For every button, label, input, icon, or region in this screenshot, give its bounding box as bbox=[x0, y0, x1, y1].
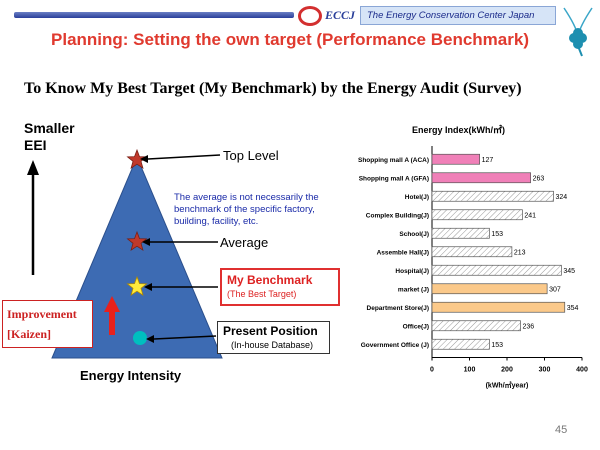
present-position-label: Present Position bbox=[223, 324, 318, 338]
up-arrow-head-icon bbox=[27, 160, 39, 175]
bar bbox=[431, 246, 513, 258]
value-label: 153 bbox=[491, 342, 503, 349]
slide-subtitle: To Know My Best Target (My Benchmark) by… bbox=[24, 80, 522, 97]
bar bbox=[431, 283, 548, 295]
x-tick-label: 0 bbox=[430, 367, 434, 374]
x-tick-label: 300 bbox=[539, 367, 551, 374]
value-label: 307 bbox=[549, 286, 561, 293]
pointer-arrow-present-icon bbox=[146, 335, 154, 343]
improvement-arrow-shaft bbox=[109, 310, 115, 335]
category-label: Hospital(J) bbox=[395, 268, 429, 275]
x-tick-label: 100 bbox=[464, 367, 476, 374]
my-benchmark-label: My Benchmark bbox=[227, 273, 313, 287]
x-tick-label: 400 bbox=[576, 367, 588, 374]
bar bbox=[431, 153, 480, 165]
improvement-label: Improvement bbox=[7, 307, 77, 321]
bar bbox=[431, 227, 490, 239]
pointer-arrow-average-icon bbox=[142, 238, 150, 246]
x-axis-label: (kWh/㎡year) bbox=[486, 381, 529, 390]
bar bbox=[431, 301, 566, 313]
org-name: The Energy Conservation Center Japan bbox=[360, 6, 556, 25]
y-axis-label: Smaller EEI bbox=[24, 120, 75, 153]
kaizen-label: [Kaizen] bbox=[7, 327, 51, 341]
improvement-box: Improvement [Kaizen] bbox=[2, 300, 93, 348]
category-label: Shopping mall A (GFA) bbox=[359, 175, 429, 182]
logo-text: ECCJ bbox=[325, 8, 356, 22]
value-label: 153 bbox=[491, 231, 503, 238]
category-label: Complex Building(J) bbox=[366, 212, 429, 219]
value-label: 127 bbox=[482, 157, 494, 164]
value-label: 324 bbox=[556, 194, 568, 201]
bar bbox=[431, 172, 531, 184]
top-level-star-icon bbox=[126, 148, 148, 170]
category-label: market (J) bbox=[398, 286, 429, 293]
top-level-label: Top Level bbox=[223, 148, 279, 163]
inhouse-db-label: (In-house Database) bbox=[231, 340, 314, 350]
average-note: The average is not necessarily the bench… bbox=[174, 192, 319, 227]
present-position-box: Present Position (In-house Database) bbox=[217, 321, 330, 354]
chart-title: Energy Index(kWh/㎡) bbox=[412, 125, 506, 135]
improvement-arrow-head-icon bbox=[104, 296, 120, 312]
benchmark-star-icon bbox=[126, 275, 148, 297]
category-label: School(J) bbox=[399, 231, 429, 238]
my-benchmark-box: My Benchmark (The Best Target) bbox=[220, 268, 340, 306]
average-label: Average bbox=[220, 235, 269, 250]
value-label: 345 bbox=[563, 268, 575, 275]
x-tick-label: 200 bbox=[501, 367, 513, 374]
energy-intensity-label: Energy Intensity bbox=[80, 368, 182, 383]
clover-icon bbox=[563, 7, 593, 57]
best-target-label: (The Best Target) bbox=[227, 289, 297, 299]
eccj-logo-icon bbox=[298, 6, 322, 26]
value-label: 354 bbox=[567, 305, 579, 312]
pointer-arrow-benchmark-icon bbox=[144, 283, 152, 291]
bar bbox=[431, 209, 523, 221]
pointer-arrow-top-icon bbox=[140, 155, 148, 163]
slide-title: Planning: Setting the own target (Perfor… bbox=[51, 30, 529, 49]
value-label: 236 bbox=[523, 323, 535, 330]
page-number: 45 bbox=[555, 424, 568, 436]
category-label: Government Office (J) bbox=[361, 342, 429, 349]
category-label: Shopping mall A (ACA) bbox=[358, 157, 429, 164]
header-bar bbox=[14, 12, 294, 18]
pyramid-shape bbox=[51, 155, 223, 359]
value-label: 263 bbox=[533, 175, 545, 182]
category-label: Assemble Hall(J) bbox=[377, 249, 429, 256]
bar bbox=[431, 338, 490, 350]
category-label: Department Store(J) bbox=[367, 305, 429, 312]
average-star-icon bbox=[126, 230, 148, 252]
value-label: 241 bbox=[524, 212, 536, 219]
bar bbox=[431, 190, 554, 202]
value-label: 213 bbox=[514, 249, 526, 256]
bar bbox=[431, 320, 521, 332]
category-label: Hotel(J) bbox=[405, 194, 429, 201]
category-label: Office(J) bbox=[403, 323, 429, 330]
present-position-dot-icon bbox=[133, 331, 147, 345]
bar bbox=[431, 264, 562, 276]
